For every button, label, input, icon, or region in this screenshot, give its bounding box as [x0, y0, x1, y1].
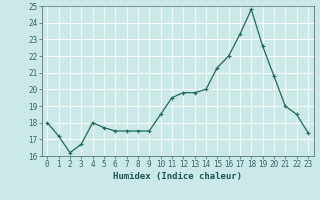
- X-axis label: Humidex (Indice chaleur): Humidex (Indice chaleur): [113, 172, 242, 181]
